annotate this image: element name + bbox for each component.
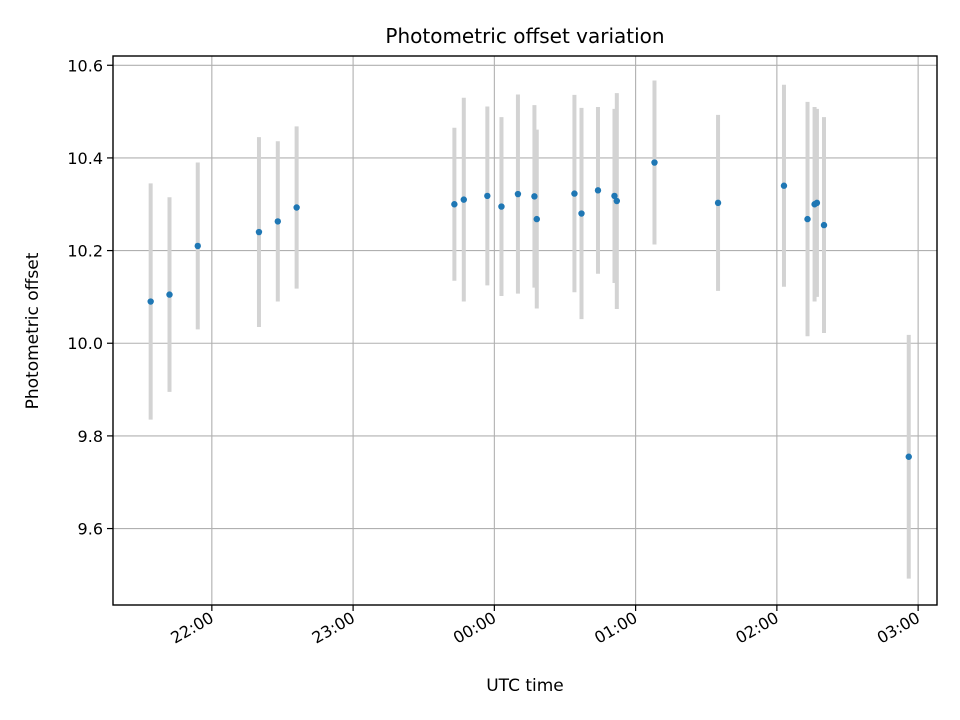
y-tick-label: 10.4: [67, 149, 103, 168]
x-axis: 22:00 23:00 00:00 01:00 02:00 03:00: [167, 605, 923, 648]
data-point: [484, 192, 491, 200]
y-tick-label: 9.6: [78, 520, 103, 539]
data-point: [293, 204, 300, 211]
y-tick-label: 10.6: [67, 56, 103, 75]
x-axis-label: UTC time: [486, 676, 564, 696]
data-point: [451, 201, 458, 208]
data-point: [714, 199, 722, 207]
data-point: [594, 187, 602, 194]
data-point: [498, 203, 505, 210]
x-tick-label: 03:00: [874, 608, 923, 648]
x-tick-label: 00:00: [450, 608, 499, 648]
data-point: [813, 199, 821, 207]
x-tick-label: 01:00: [591, 608, 640, 648]
y-axis-label: Photometric offset: [23, 252, 43, 409]
y-tick-label: 9.8: [78, 427, 103, 446]
data-point: [804, 215, 811, 223]
data-point: [274, 218, 281, 225]
x-tick-label: 22:00: [167, 608, 216, 648]
data-point: [460, 196, 467, 203]
data-point: [514, 190, 522, 198]
data-points: [147, 159, 912, 460]
data-point: [147, 298, 154, 305]
y-tick-label: 10.0: [67, 334, 103, 353]
data-point: [905, 453, 912, 460]
y-axis: 9.6 9.8 10.0 10.2 10.4 10.6: [67, 56, 113, 539]
data-point: [571, 190, 578, 197]
data-point: [166, 291, 173, 298]
error-bars: [148, 80, 911, 579]
data-point: [651, 159, 658, 166]
grid: [113, 56, 937, 605]
x-tick-label: 23:00: [309, 608, 358, 648]
chart-title: Photometric offset variation: [385, 24, 664, 48]
data-point: [613, 197, 621, 205]
data-point: [611, 192, 618, 200]
data-point: [194, 242, 201, 250]
x-tick-label: 02:00: [732, 608, 781, 648]
data-point: [820, 221, 828, 229]
data-point: [533, 215, 540, 223]
plot-area-frame: [112, 55, 938, 606]
data-point: [531, 193, 538, 200]
y-tick-label: 10.2: [67, 242, 103, 261]
data-point: [255, 228, 263, 236]
data-point: [780, 182, 788, 189]
data-point: [578, 210, 585, 217]
